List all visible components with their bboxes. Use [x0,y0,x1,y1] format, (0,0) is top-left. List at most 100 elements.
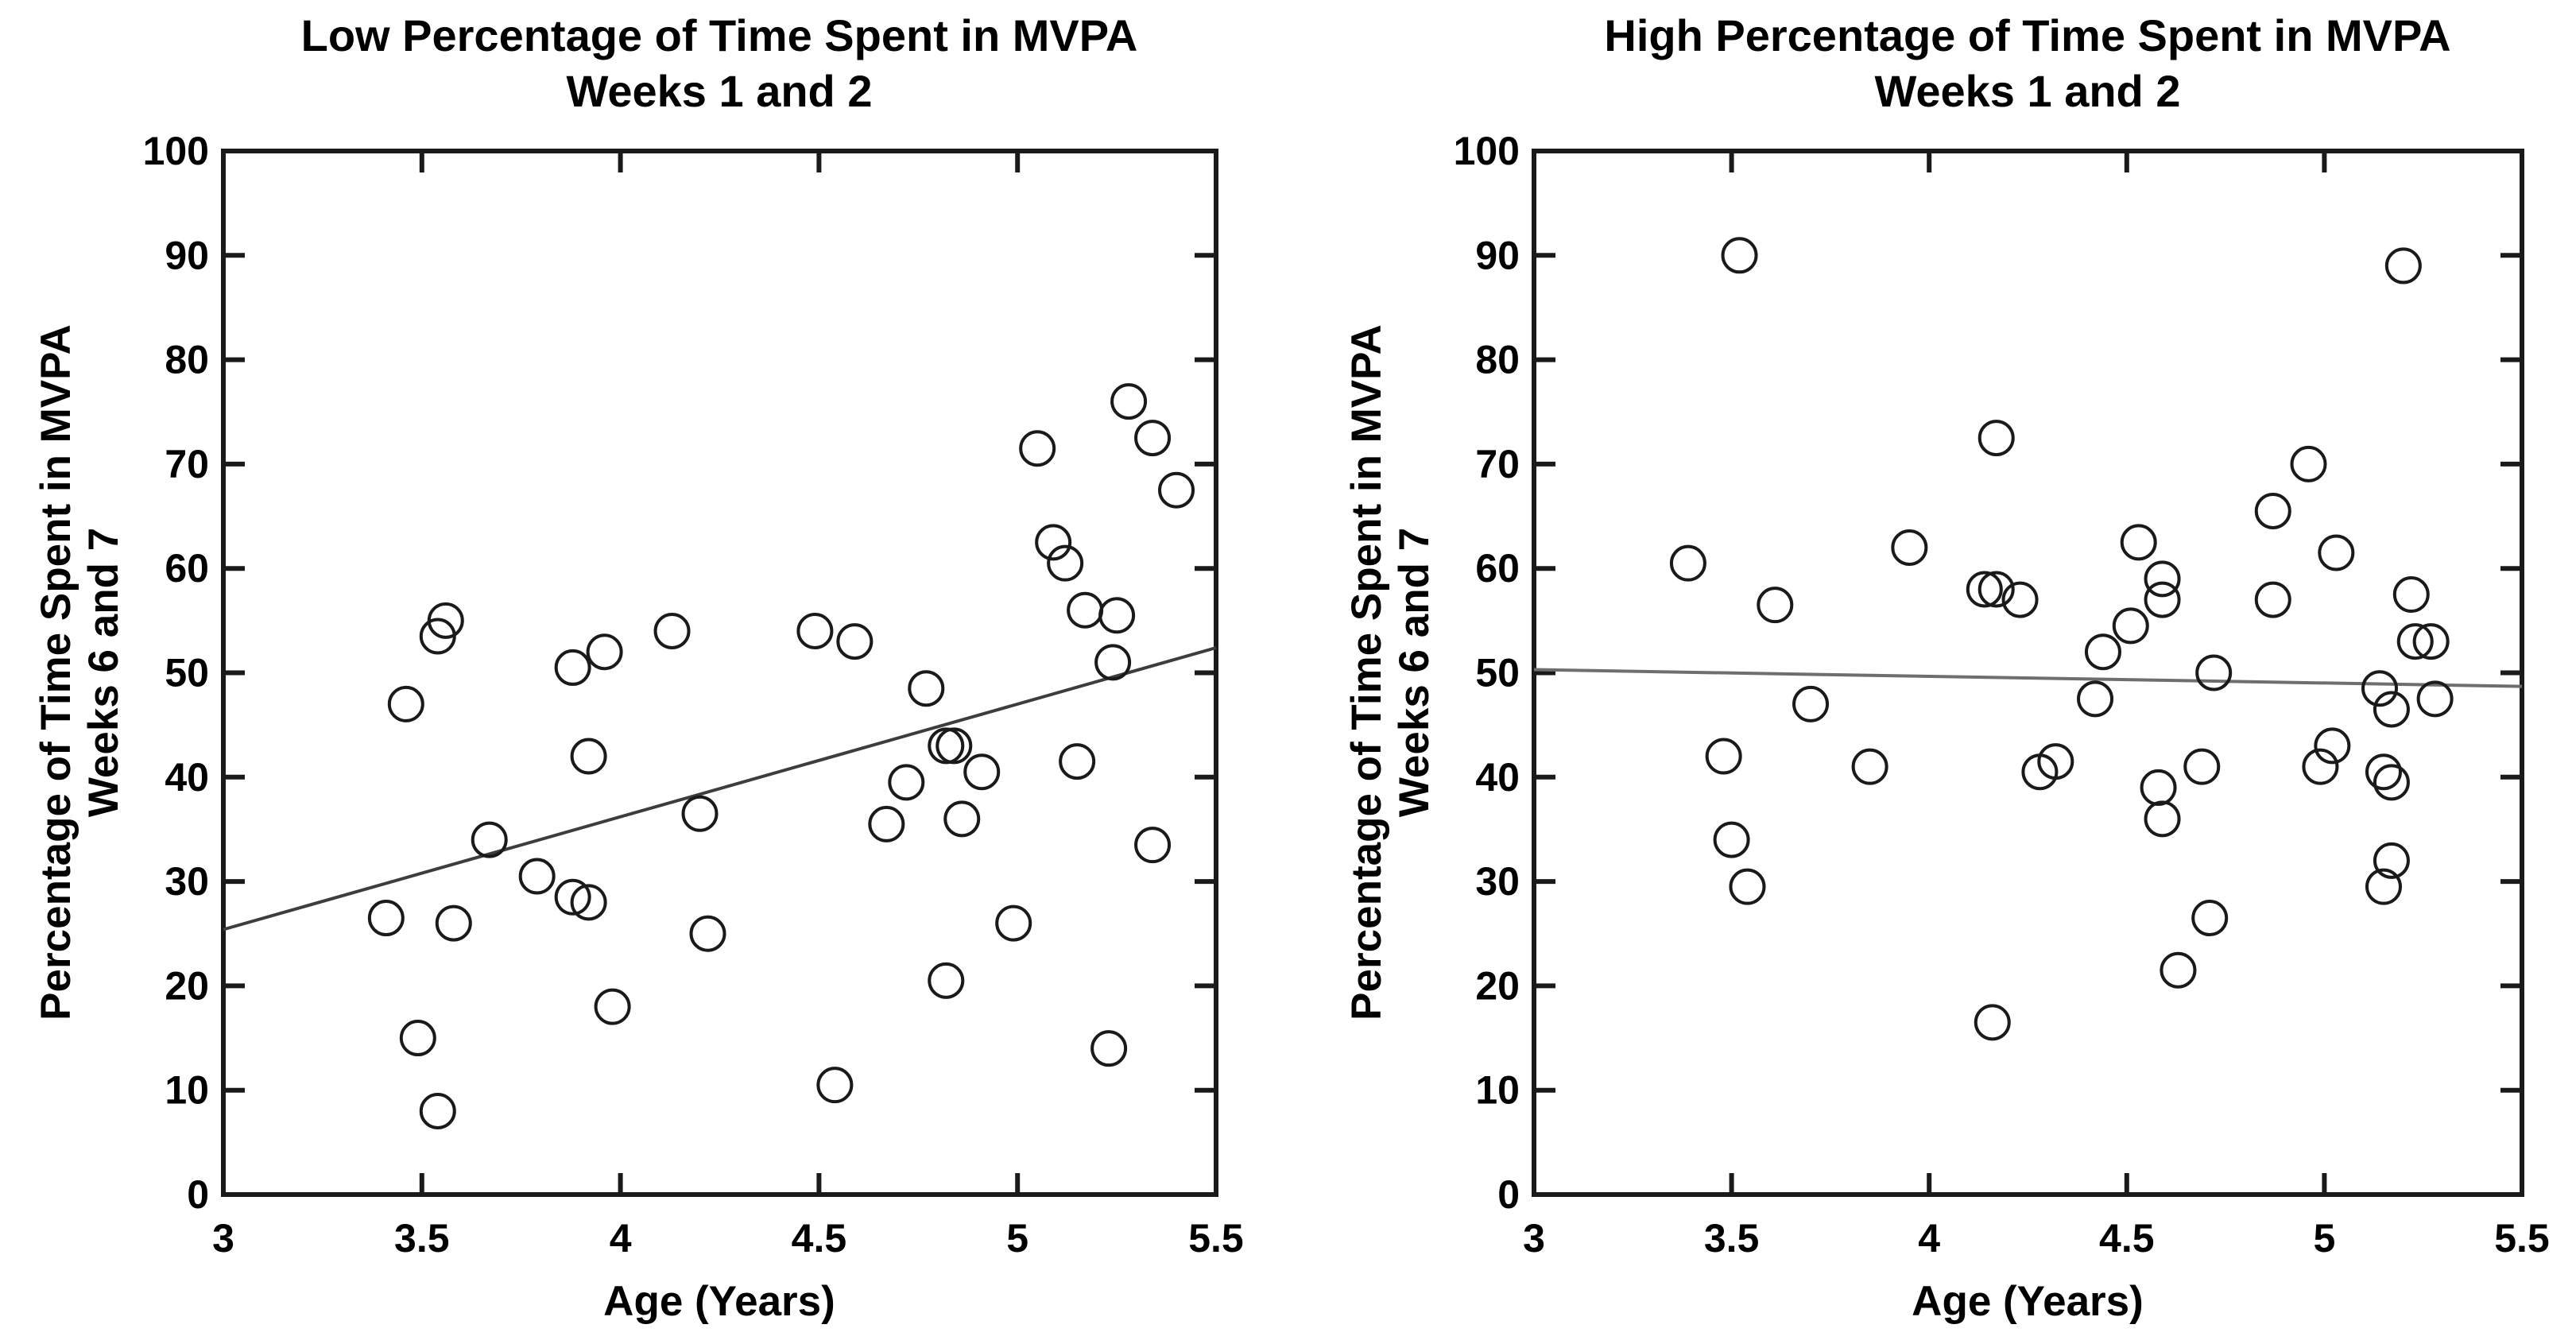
y-tick-label: 90 [1475,233,1520,277]
data-point [836,623,874,660]
data-point [1721,237,1758,274]
data-point [796,612,834,649]
data-point [570,884,607,921]
data-point [2365,868,2402,905]
data-point [2254,581,2291,618]
data-point [435,904,472,942]
data-point [2120,524,2157,561]
y-tick-label: 100 [143,129,209,173]
y-tick-label: 20 [1475,963,1520,1008]
data-point [1757,587,1794,624]
y-tick-label: 70 [1475,442,1520,486]
data-point [2144,800,2181,838]
data-point [1966,571,2003,608]
data-point [1110,383,1148,420]
data-point [1792,685,1830,722]
data-point [2302,748,2339,785]
data-point [2373,764,2410,801]
data-point [570,738,607,775]
data-point [2416,680,2454,718]
y-tick-label: 0 [1497,1172,1520,1217]
data-point [586,633,623,671]
x-tick-label: 5 [2313,1216,2335,1261]
data-point [2195,654,2233,691]
x-tick-label: 3.5 [394,1216,450,1261]
scatter-plot-high-mvpa: 3 3.5 4 4.5 5 5.5 0 10 20 30 40 50 60 70 80 90 100 High … [1343,10,2550,1325]
data-point [2361,670,2399,707]
y-tick-label: 50 [1475,651,1520,695]
data-point [2373,842,2410,879]
x-tick-label: 5.5 [2494,1216,2550,1261]
data-point [1067,591,1104,629]
data-point [594,988,631,1025]
y-tick-label: 10 [1475,1068,1520,1113]
x-tick-label: 4.5 [2099,1216,2155,1261]
data-point [2160,951,2197,989]
data-point [995,904,1032,942]
y-tick-label: 70 [165,442,209,486]
data-point [554,878,591,916]
data-point [2140,769,2177,806]
data-point [387,685,424,722]
data-point [2254,492,2291,529]
data-point [689,915,726,952]
data-point [2144,560,2181,598]
data-point [1098,597,1136,634]
data-point [928,727,965,765]
plot-area-low: 3 3.5 4 4.5 5 5.5 0 10 20 30 40 50 60 70 80 90 100 [143,129,1244,1261]
y-tick-label: 40 [1475,755,1520,800]
y-tick-label: 10 [165,1068,209,1113]
axis-box [221,149,1218,1197]
chart-title-line2: Weeks 1 and 2 [1875,66,2181,116]
data-point [518,858,556,895]
x-tick-label: 3 [1523,1216,1545,1261]
y-tick-label: 80 [165,338,209,382]
data-point [1090,1030,1128,1067]
data-point [653,612,691,649]
data-point [1019,430,1056,467]
scatter-plot-low-mvpa: 3 3.5 4 4.5 5 5.5 0 10 20 30 40 50 60 70 80 90 100 Low P… [33,10,1244,1325]
data-point [1891,529,1928,566]
data-point [2365,753,2402,791]
data-point [888,764,925,801]
x-axis-label: Age (Years) [1912,1278,2144,1325]
data-point [2077,680,2114,718]
y-tick-label: 60 [165,546,209,591]
data-point [1713,821,1750,858]
y-axis-label-line2: Weeks 6 and 7 [80,528,127,817]
data-point [367,900,405,937]
y-tick-label: 50 [165,651,209,695]
y-tick-label: 100 [1454,129,1520,173]
data-point [2290,445,2327,482]
y-axis-label-line1: Percentage of Time Spent in MVPA [33,324,79,1020]
data-point [943,800,981,838]
y-tick-label: 60 [1475,546,1520,591]
data-point [2183,748,2221,785]
data-point [908,670,945,707]
data-point [2001,581,2039,618]
data-point [1974,1004,2011,1041]
data-point [1851,748,1888,785]
chart-title-line2: Weeks 1 and 2 [567,66,873,116]
data-point [1978,420,2015,457]
x-tick-label: 4 [1918,1216,1940,1261]
data-point [1729,868,1766,905]
x-axis-label: Age (Years) [603,1278,835,1325]
data-point [1134,827,1172,864]
y-tick-label: 30 [1475,859,1520,904]
x-tick-label: 5 [1006,1216,1028,1261]
data-point [1134,420,1172,457]
data-points [1669,237,2454,1041]
data-point [2144,581,2181,618]
data-point [2037,743,2074,780]
data-point [427,602,464,639]
y-axis-label-line2: Weeks 6 and 7 [1391,528,1438,817]
data-point [928,962,965,999]
data-point [1059,743,1096,780]
data-point [868,805,905,842]
y-tick-label: 0 [187,1172,209,1217]
data-point [1978,571,2015,608]
data-point [935,727,973,765]
y-axis-label-line1: Percentage of Time Spent in MVPA [1343,324,1390,1020]
data-point [1094,644,1132,681]
